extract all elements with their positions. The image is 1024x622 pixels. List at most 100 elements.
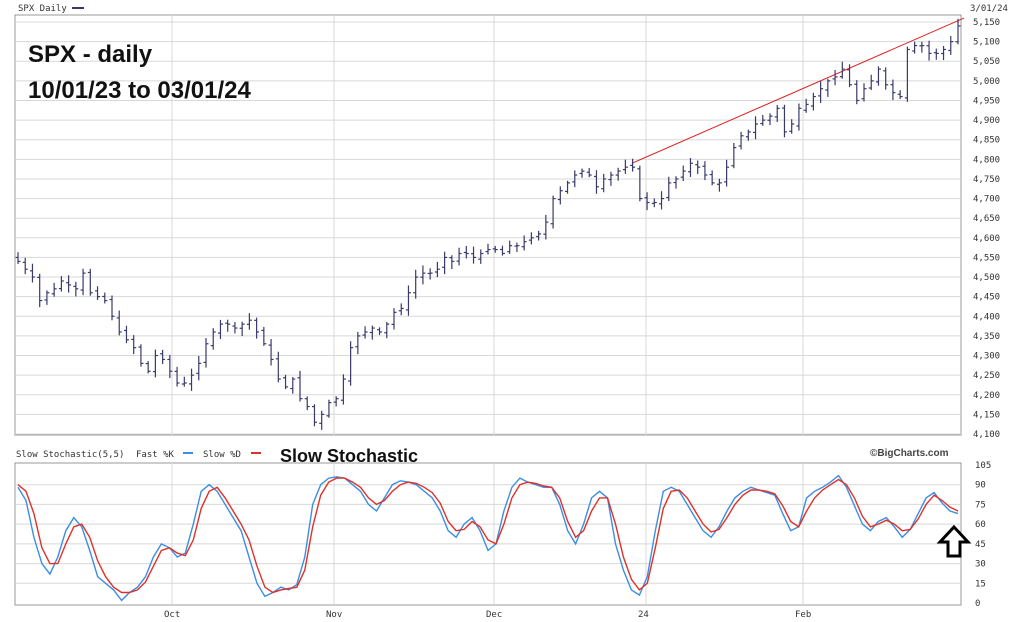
price-bar	[528, 232, 534, 245]
price-bar	[716, 178, 722, 192]
price-y-tick-label: 5,050	[973, 57, 1000, 67]
price-bar	[471, 246, 477, 264]
price-bar	[941, 46, 947, 61]
stochastic-y-tick-label: 60	[975, 520, 986, 530]
price-bar	[405, 285, 411, 316]
price-y-tick-label: 5,150	[973, 18, 1000, 28]
price-bar	[883, 67, 889, 90]
price-bar	[630, 158, 636, 172]
price-bar	[919, 41, 925, 53]
x-tick-label: Oct	[164, 610, 180, 620]
price-bar	[131, 335, 137, 355]
price-bar	[369, 325, 375, 340]
price-y-tick-label: 4,650	[973, 214, 1000, 224]
price-bar	[557, 186, 563, 205]
price-bar	[543, 214, 549, 240]
price-bar	[116, 310, 122, 336]
price-bar	[44, 290, 50, 305]
price-bar	[875, 66, 881, 86]
price-bar	[87, 268, 93, 296]
credit: ©BigCharts.com	[870, 448, 949, 459]
resistance-trendline	[631, 17, 965, 164]
price-bar	[651, 198, 657, 208]
x-tick-label: Feb	[795, 610, 811, 620]
price-bar	[167, 354, 173, 379]
price-bar	[51, 282, 57, 297]
price-bar	[37, 273, 43, 308]
stochastic-y-tick-label: 30	[975, 560, 986, 570]
price-bar	[102, 292, 108, 304]
price-bar	[680, 165, 686, 182]
price-bar	[753, 116, 759, 140]
price-y-tick-label: 4,250	[973, 371, 1000, 381]
price-y-tick-label: 4,900	[973, 116, 1000, 126]
price-bar	[95, 286, 101, 300]
price-bar	[478, 249, 484, 264]
price-y-tick-label: 5,100	[973, 38, 1000, 48]
price-bar	[261, 326, 267, 346]
price-bar	[138, 344, 144, 367]
fast-k-label: Fast %K	[136, 450, 175, 460]
price-bar	[738, 131, 744, 150]
price-y-tick-label: 4,850	[973, 136, 1000, 146]
price-y-tick-label: 4,800	[973, 155, 1000, 165]
price-bar	[442, 251, 448, 275]
price-bar	[904, 46, 910, 102]
price-bar	[644, 192, 650, 211]
price-bar	[145, 361, 151, 374]
price-bar	[868, 74, 874, 91]
fast-k-line	[17, 474, 959, 602]
price-bar	[239, 321, 245, 337]
price-bar	[818, 81, 824, 103]
price-bar	[232, 321, 238, 334]
price-bar	[22, 257, 28, 275]
price-bar	[781, 104, 787, 138]
stochastic-y-tick-label: 105	[975, 461, 991, 471]
price-bar	[203, 338, 209, 368]
price-bar	[955, 18, 961, 45]
price-y-tick-labels: 5,150 5,100 5,050 5,000 4,950 4,900 4,850 4,800…	[973, 18, 1000, 440]
price-bar	[340, 374, 346, 405]
price-bar	[608, 171, 614, 186]
price-bar	[847, 64, 853, 88]
x-tick-label: 24	[638, 610, 649, 620]
price-bar	[536, 230, 542, 241]
price-bar	[456, 247, 462, 266]
price-bar	[254, 317, 260, 339]
price-bar	[311, 404, 317, 427]
price-bar	[58, 276, 64, 292]
price-bar	[355, 331, 361, 355]
price-bar	[152, 349, 158, 378]
price-y-tick-label: 4,350	[973, 332, 1000, 342]
price-bar	[181, 376, 187, 387]
price-bar	[160, 349, 166, 364]
price-y-tick-label: 4,450	[973, 293, 1000, 303]
price-bar	[622, 159, 628, 174]
price-bar	[890, 79, 896, 101]
price-bar	[413, 269, 419, 299]
price-bar	[854, 80, 860, 105]
price-bar	[926, 40, 932, 61]
price-bar	[283, 374, 289, 390]
price-bar	[123, 325, 129, 344]
price-bar	[398, 303, 404, 316]
price-y-tick-label: 5,000	[973, 77, 1000, 87]
price-x-gridlines	[171, 15, 804, 435]
price-y-tick-label: 4,950	[973, 96, 1000, 106]
stochastic-y-tick-label: 75	[975, 500, 986, 510]
price-bar	[391, 308, 397, 330]
price-bar	[861, 83, 867, 102]
price-bar	[449, 255, 455, 270]
price-bar	[948, 36, 954, 55]
price-bars	[15, 18, 961, 430]
price-bar	[897, 90, 903, 99]
price-bar	[384, 321, 390, 339]
price-bar	[275, 351, 281, 383]
price-bar	[196, 355, 202, 381]
price-bar	[319, 410, 325, 430]
price-y-tick-label: 4,100	[973, 430, 1000, 440]
price-bar	[15, 252, 21, 264]
stochastic-grid	[15, 463, 961, 605]
chart-title: SPX - daily	[28, 41, 153, 68]
